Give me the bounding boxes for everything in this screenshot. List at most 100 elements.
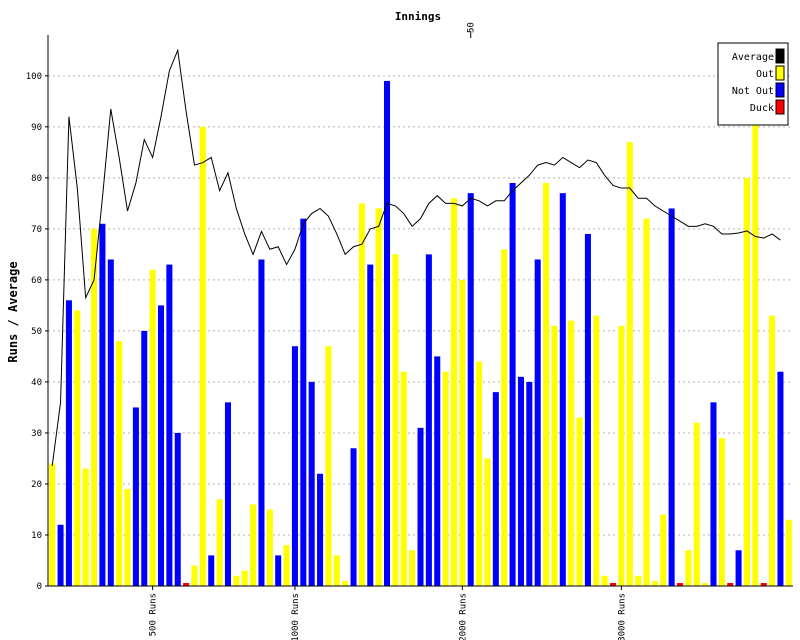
bar-out: [450, 198, 457, 586]
top-axis-label: 50: [467, 22, 477, 33]
bar-out: [409, 550, 416, 586]
y-tick-label: 40: [31, 378, 42, 388]
bar-notout: [57, 524, 64, 586]
bar-notout: [300, 218, 307, 587]
bar-out: [501, 249, 508, 586]
bar-out: [702, 583, 709, 586]
bar-notout: [132, 407, 139, 586]
bar-notout: [275, 555, 282, 586]
bar-notout: [509, 182, 516, 586]
bar-out: [484, 458, 491, 586]
bar-out: [91, 228, 98, 586]
bar-out: [785, 519, 792, 586]
bar-out: [283, 545, 290, 586]
bar-out: [752, 116, 759, 586]
bar-out: [392, 254, 399, 586]
bar-notout: [526, 381, 533, 586]
legend-label: Out: [756, 69, 774, 80]
bar-notout: [492, 392, 499, 586]
milestone-label: 500 Runs: [149, 593, 159, 636]
bar-duck: [183, 583, 190, 586]
bar-notout: [99, 223, 106, 586]
bar-notout: [417, 427, 424, 586]
bar-out: [635, 575, 642, 586]
bar-out: [116, 341, 123, 586]
legend-label: Average: [732, 52, 774, 63]
bar-out: [325, 346, 332, 586]
bar-out: [82, 468, 89, 586]
bar-out: [568, 320, 575, 586]
bar-notout: [668, 208, 675, 586]
bar-duck: [676, 583, 684, 586]
bar-notout: [384, 80, 391, 587]
bar-out: [593, 315, 600, 586]
bar-notout: [710, 402, 717, 586]
bar-out: [459, 279, 466, 586]
bar-out: [543, 182, 550, 586]
bar-series: [49, 80, 792, 587]
bar-out: [400, 371, 407, 586]
bar-out: [342, 580, 349, 586]
y-tick-label: 30: [31, 429, 42, 439]
bar-notout: [559, 193, 566, 586]
bar-out: [191, 565, 198, 586]
y-tick-label: 70: [31, 225, 42, 235]
bar-duck: [727, 583, 734, 586]
bar-notout: [350, 448, 357, 586]
y-tick-label: 0: [37, 582, 42, 592]
legend-swatch: [775, 48, 785, 64]
bar-out: [618, 325, 625, 586]
chart-title: Innings: [395, 10, 441, 23]
bar-notout: [308, 381, 315, 586]
bar-out: [241, 570, 248, 586]
bar-out: [375, 208, 382, 586]
milestone-labels: 500 Runs 1000 Runs 2000 Runs 3000 Runs: [149, 586, 627, 640]
bar-out: [626, 142, 633, 586]
bar-notout: [258, 259, 265, 586]
bar-notout: [467, 193, 474, 586]
y-tick-label: 90: [31, 123, 42, 133]
bar-out: [199, 126, 206, 586]
bar-out: [651, 580, 658, 586]
bar-out: [250, 504, 257, 586]
bar-notout: [777, 371, 784, 586]
bar-notout: [517, 376, 524, 586]
bar-notout: [735, 550, 742, 586]
y-tick-label: 100: [26, 72, 42, 82]
bar-notout: [534, 259, 541, 586]
legend: Average Out Not Out Duck: [717, 42, 789, 126]
y-tick-label: 50: [31, 327, 42, 337]
bar-duck: [610, 583, 617, 586]
y-tick-label: 20: [31, 480, 42, 490]
bar-out: [601, 575, 608, 586]
legend-label: Duck: [750, 103, 774, 114]
bar-notout: [174, 432, 181, 586]
bar-out: [769, 315, 776, 586]
legend-swatch: [775, 82, 785, 98]
y-tick-label: 10: [31, 531, 42, 541]
legend-label: Not Out: [732, 86, 774, 97]
bar-notout: [291, 346, 298, 586]
bar-notout: [107, 259, 114, 586]
bar-notout: [425, 254, 432, 586]
bar-notout: [434, 356, 441, 586]
bar-out: [442, 371, 449, 586]
legend-swatch: [775, 65, 785, 81]
bar-notout: [208, 555, 215, 586]
bar-notout: [224, 402, 231, 586]
bar-notout: [166, 264, 173, 586]
bar-out: [333, 555, 340, 586]
y-tick-label: 80: [31, 174, 42, 184]
milestone-label: 2000 Runs: [458, 593, 468, 640]
y-tick-labels: 0 10 20 30 40 50 60 70 80 90 100: [26, 72, 48, 592]
bar-out: [124, 489, 131, 586]
bar-out: [49, 463, 56, 586]
bar-out: [74, 310, 81, 586]
average-line: [51, 48, 781, 467]
y-tick-label: 60: [31, 276, 42, 286]
bar-out: [643, 218, 650, 587]
legend-swatch: [775, 99, 785, 115]
y-axis-label: Runs / Average: [6, 261, 20, 362]
bar-out: [216, 499, 223, 586]
